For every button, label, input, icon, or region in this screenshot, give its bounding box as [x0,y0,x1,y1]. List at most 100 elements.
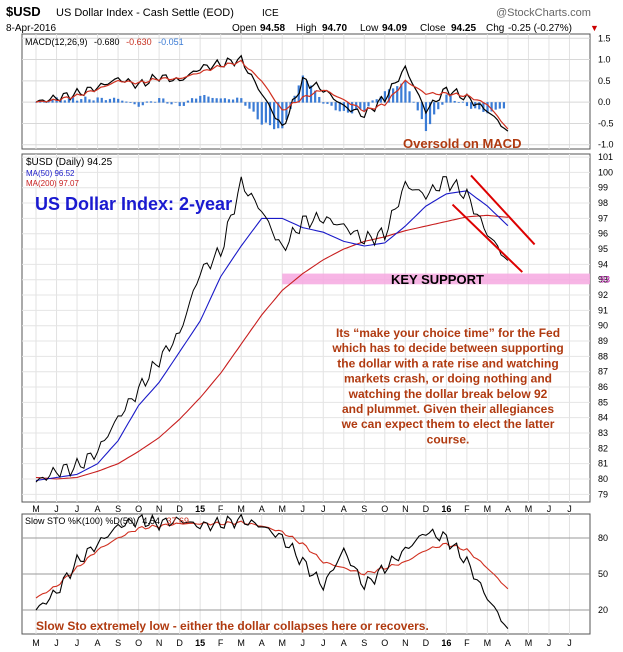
macd-histogram-bar [219,98,222,103]
x-tick-label: J [300,504,305,514]
macd-histogram-bar [178,102,181,107]
price-y-tick-label: 86 [598,382,608,392]
x-tick-label: D [176,638,183,648]
macd-histogram-bar [96,97,99,103]
price-y-tick-label: 80 [598,474,608,484]
x-axis-bottom: M J J A S O N D 15 F M A M J J A S O N D 16 F M A M J J [32,638,571,648]
macd-histogram-bar [396,86,399,103]
x-tick-label: 15 [195,638,205,648]
macd-histogram-bar [465,102,469,107]
macd-histogram-bar [170,102,173,105]
macd-histogram-bar [227,99,231,103]
key-support-band [282,273,590,285]
x-axis-middle: M J J A S O N D 15 F M A M J J A S O N D 16 F M A M J J [32,504,571,514]
macd-histogram-bar [379,96,382,103]
x-tick-label: N [156,638,163,648]
macd-histogram-bar [137,102,140,107]
macd-y-tick-label: 0.0 [598,97,611,107]
macd-histogram-bar [112,97,116,103]
sto-d-line [35,520,509,599]
x-tick-label: O [381,504,388,514]
x-tick-label: M [278,504,286,514]
x-tick-label: D [423,638,430,648]
macd-histogram-bar [154,101,157,103]
commentary-text: Its “make your choice time” for the Fed w… [331,326,563,446]
price-line [35,176,509,483]
date-label: 8-Apr-2016 [6,23,56,34]
macd-histogram-bar [420,102,423,120]
sto-value-1: 4.54 [142,516,160,526]
x-tick-label: J [75,638,80,648]
price-y-tick-label: 95 [598,244,608,254]
macd-histogram-bar [498,102,501,109]
price-y-tick-label: 100 [598,167,613,177]
sto-value-2: 37.69 [166,516,189,526]
sto-annotation: Slow Sto extremely low - either the doll… [36,619,429,633]
macd-histogram-bar [293,95,296,103]
sto-legend: Slow STO %K(100) %D(50) 4.54 37.69 [25,516,189,526]
macd-histogram-bar [125,101,128,103]
x-tick-label: J [567,504,572,514]
macd-histogram-bar [88,99,91,103]
macd-histogram-bar [100,97,103,103]
macd-histogram-bar [203,95,206,103]
index-name: US Dollar Index - Cash Settle (EOD) [56,7,234,19]
ma200-legend: MA(200) 97.07 [26,179,79,188]
ma50-line [35,190,509,482]
macd-histogram-bar [338,102,341,112]
macd-histogram-bar [330,102,333,106]
chg-value: -0.25 (-0.27%) [508,23,572,34]
macd-line [35,54,509,132]
sto-y-tick-label: 50 [598,569,608,579]
macd-histogram-bar [490,102,493,112]
price-y-tick-label: 97 [598,213,608,223]
price-legend: $USD (Daily) 94.25 [26,157,113,168]
macd-histogram-bar [260,102,263,125]
macd-y-tick-label: 1.0 [598,55,611,65]
low-label: Low [360,23,379,34]
ma50-legend: MA(50) 96.52 [26,169,75,178]
price-y-tick-label: 89 [598,336,608,346]
macd-histogram-bar [449,95,452,103]
high-label: High [296,23,317,34]
commentary-line: course. [427,432,470,446]
macd-histogram-bar [412,101,415,103]
commentary-line: Its “make your choice time” for the Fed [336,326,560,340]
macd-histogram-bar [322,102,325,104]
commentary-line: the dollar with a rate rise and watching [337,356,558,370]
price-y-tick-label: 90 [598,321,608,331]
macd-histogram-bar [215,98,218,103]
x-tick-label: A [505,638,511,648]
macd-histogram-bar [408,91,411,103]
macd-histogram-bar [129,102,132,103]
close-label: Close [420,23,446,34]
x-tick-label: O [381,638,388,648]
sto-k-line [35,513,509,629]
price-y-tick-label: 83 [598,428,608,438]
macd-histogram-bar [359,102,362,109]
commentary-line: which has to decide between supporting [331,341,563,355]
macd-histogram-bar [314,90,317,103]
x-tick-label: A [505,504,511,514]
x-tick-label: M [484,638,492,648]
macd-histogram-bar [363,102,366,112]
macd-histogram-bar [104,100,107,103]
macd-y-tick-label: 0.5 [598,76,611,86]
macd-histogram-bar [141,102,144,106]
macd-histogram-bar [453,100,456,103]
sto-label: Slow STO %K(100) %D(50) [25,516,136,526]
x-tick-label: J [567,638,572,648]
support-price-tag: 93 [600,275,610,285]
commentary-line: watching the dollar break below 92 [348,387,548,401]
x-tick-label: N [402,638,409,648]
x-tick-label: M [237,638,245,648]
downtrend-channel [451,174,536,273]
macd-histogram-bar [404,81,407,103]
macd-histogram-bar [482,102,485,112]
macd-histogram-bar [424,102,428,132]
x-tick-label: F [464,638,470,648]
x-tick-label: F [218,504,224,514]
x-tick-label: D [176,504,183,514]
x-tick-label: M [525,504,533,514]
